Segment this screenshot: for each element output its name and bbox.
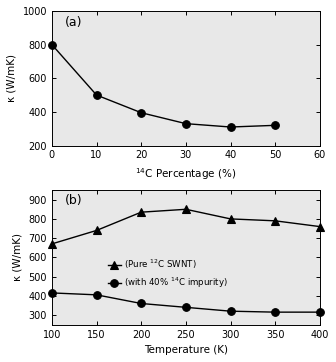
Text: (a): (a) [65, 16, 83, 29]
(with 40% $^{14}$C impurity) [139, 301, 143, 306]
(with 40% $^{14}$C impurity) [273, 310, 277, 314]
(with 40% $^{14}$C impurity) [94, 292, 98, 297]
X-axis label: $^{14}$C Percentage (%): $^{14}$C Percentage (%) [135, 166, 237, 182]
(Pure $^{12}$C SWNT) [228, 217, 233, 221]
Line: (with 40% $^{14}$C impurity): (with 40% $^{14}$C impurity) [48, 289, 324, 316]
(Pure $^{12}$C SWNT) [273, 219, 277, 223]
(Pure $^{12}$C SWNT) [94, 228, 98, 233]
X-axis label: Temperature (K): Temperature (K) [144, 345, 228, 355]
Y-axis label: κ (W/mK): κ (W/mK) [13, 233, 23, 281]
Y-axis label: κ (W/mK): κ (W/mK) [7, 54, 17, 102]
(with 40% $^{14}$C impurity) [228, 309, 233, 313]
(Pure $^{12}$C SWNT) [50, 242, 54, 246]
Line: (Pure $^{12}$C SWNT): (Pure $^{12}$C SWNT) [48, 206, 324, 248]
(Pure $^{12}$C SWNT) [184, 207, 188, 211]
(with 40% $^{14}$C impurity) [318, 310, 322, 314]
Text: (b): (b) [65, 194, 83, 207]
Legend: (Pure $^{12}$C SWNT), (with 40% $^{14}$C impurity): (Pure $^{12}$C SWNT), (with 40% $^{14}$C… [104, 254, 232, 293]
(with 40% $^{14}$C impurity) [50, 291, 54, 295]
(Pure $^{12}$C SWNT) [318, 224, 322, 229]
(Pure $^{12}$C SWNT) [139, 210, 143, 214]
(with 40% $^{14}$C impurity) [184, 305, 188, 310]
